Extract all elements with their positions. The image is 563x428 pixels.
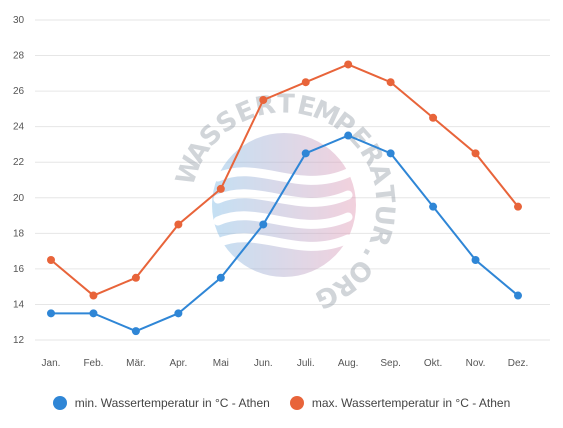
- watermark-letter: U: [368, 203, 400, 227]
- data-point-1-1[interactable]: [89, 291, 98, 300]
- legend-item-min[interactable]: min. Wassertemperatur in °C - Athen: [52, 396, 270, 410]
- data-point-1-10[interactable]: [471, 149, 480, 158]
- y-tick-label: 28: [13, 51, 25, 62]
- watermark-letter: T: [277, 89, 296, 119]
- x-tick-label: Jan.: [42, 358, 61, 369]
- legend-label-max: max. Wassertemperatur in °C - Athen: [311, 396, 511, 410]
- data-point-0-11[interactable]: [514, 291, 522, 300]
- data-point-0-9[interactable]: [429, 202, 438, 211]
- data-point-1-6[interactable]: [301, 78, 310, 87]
- data-point-0-5[interactable]: [259, 220, 268, 229]
- data-point-1-4[interactable]: [216, 184, 225, 193]
- y-axis: 12 14 16 18 20 22 24 26 28 30: [13, 15, 25, 346]
- y-tick-label: 18: [13, 228, 25, 239]
- legend: min. Wassertemperatur in °C - Athen max.…: [0, 396, 563, 410]
- x-tick-label: Nov.: [466, 358, 486, 369]
- data-point-1-5[interactable]: [259, 96, 268, 104]
- watermark-letter: T: [368, 184, 400, 205]
- data-point-0-6[interactable]: [301, 149, 310, 158]
- data-point-0-1[interactable]: [89, 309, 98, 318]
- y-tick-label: 14: [13, 299, 25, 310]
- data-point-0-7[interactable]: [344, 131, 353, 140]
- x-tick-label: Aug.: [338, 358, 359, 369]
- legend-marker-min: [52, 396, 67, 410]
- data-point-1-2[interactable]: [131, 273, 140, 282]
- x-tick-label: Jun.: [254, 358, 273, 369]
- y-tick-label: 20: [13, 193, 25, 204]
- x-tick-label: Dez.: [508, 358, 529, 369]
- watermark-wave: [213, 233, 353, 251]
- x-tick-label: Okt.: [424, 358, 442, 369]
- data-point-1-3[interactable]: [174, 220, 183, 229]
- x-tick-label: Feb.: [83, 358, 103, 369]
- data-point-0-10[interactable]: [471, 256, 480, 264]
- data-point-1-9[interactable]: [429, 113, 438, 122]
- y-tick-label: 16: [13, 264, 25, 275]
- y-tick-label: 24: [13, 122, 25, 133]
- legend-label-min: min. Wassertemperatur in °C - Athen: [74, 396, 270, 410]
- series-line-0: [51, 134, 519, 333]
- data-point-0-0[interactable]: [47, 309, 55, 318]
- legend-item-max[interactable]: max. Wassertemperatur in °C - Athen: [289, 396, 511, 410]
- data-point-0-2[interactable]: [131, 327, 140, 336]
- x-axis: Jan. Feb. Mär. Apr. Mai Jun. Juli. Aug. Sep. Okt.…: [42, 358, 529, 369]
- x-tick-label: Mär.: [126, 358, 145, 369]
- watermark-wave: [213, 211, 353, 229]
- x-tick-label: Sep.: [380, 358, 401, 369]
- data-point-1-11[interactable]: [514, 202, 522, 211]
- x-tick-label: Juli.: [297, 358, 315, 369]
- data-point-0-4[interactable]: [216, 273, 225, 282]
- x-tick-label: Mai: [213, 358, 229, 369]
- watermark-circle: [212, 133, 356, 277]
- series-line-1: [50, 63, 519, 297]
- data-point-0-3[interactable]: [174, 309, 183, 318]
- series-layer: [47, 60, 522, 336]
- data-point-1-7[interactable]: [344, 60, 353, 69]
- y-tick-label: 12: [13, 335, 25, 346]
- x-tick-label: Apr.: [169, 358, 187, 369]
- y-tick-label: 22: [13, 157, 25, 168]
- watermark-wave: [213, 167, 353, 185]
- data-point-0-8[interactable]: [386, 149, 395, 158]
- y-tick-label: 26: [13, 86, 25, 97]
- legend-marker-max: [289, 396, 304, 410]
- y-tick-label: 30: [13, 15, 25, 26]
- data-point-1-0[interactable]: [47, 256, 55, 264]
- data-point-1-8[interactable]: [386, 78, 395, 87]
